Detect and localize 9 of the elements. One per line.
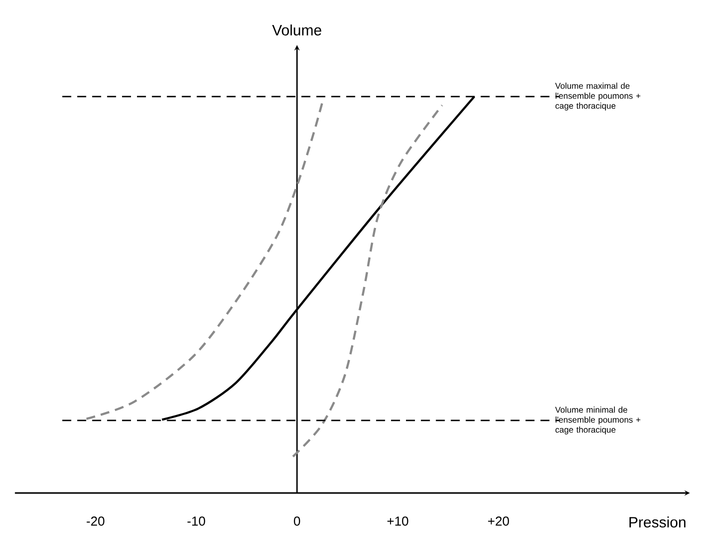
ref-line-label: Volume minimal de l'ensemble poumons + cage thoracique [555,406,640,434]
y-axis-title: Volume [272,24,322,36]
ref-line-label: Volume maximal de l'ensemble poumons + cage thoracique [555,82,640,110]
x-tick-label: -20 [86,516,104,526]
x-tick-label: +20 [488,516,509,526]
x-tick-label: +10 [387,516,408,526]
x-tick-label: 0 [294,516,300,526]
x-axis-title: Pression [629,516,686,528]
x-tick-label: -10 [187,516,206,526]
